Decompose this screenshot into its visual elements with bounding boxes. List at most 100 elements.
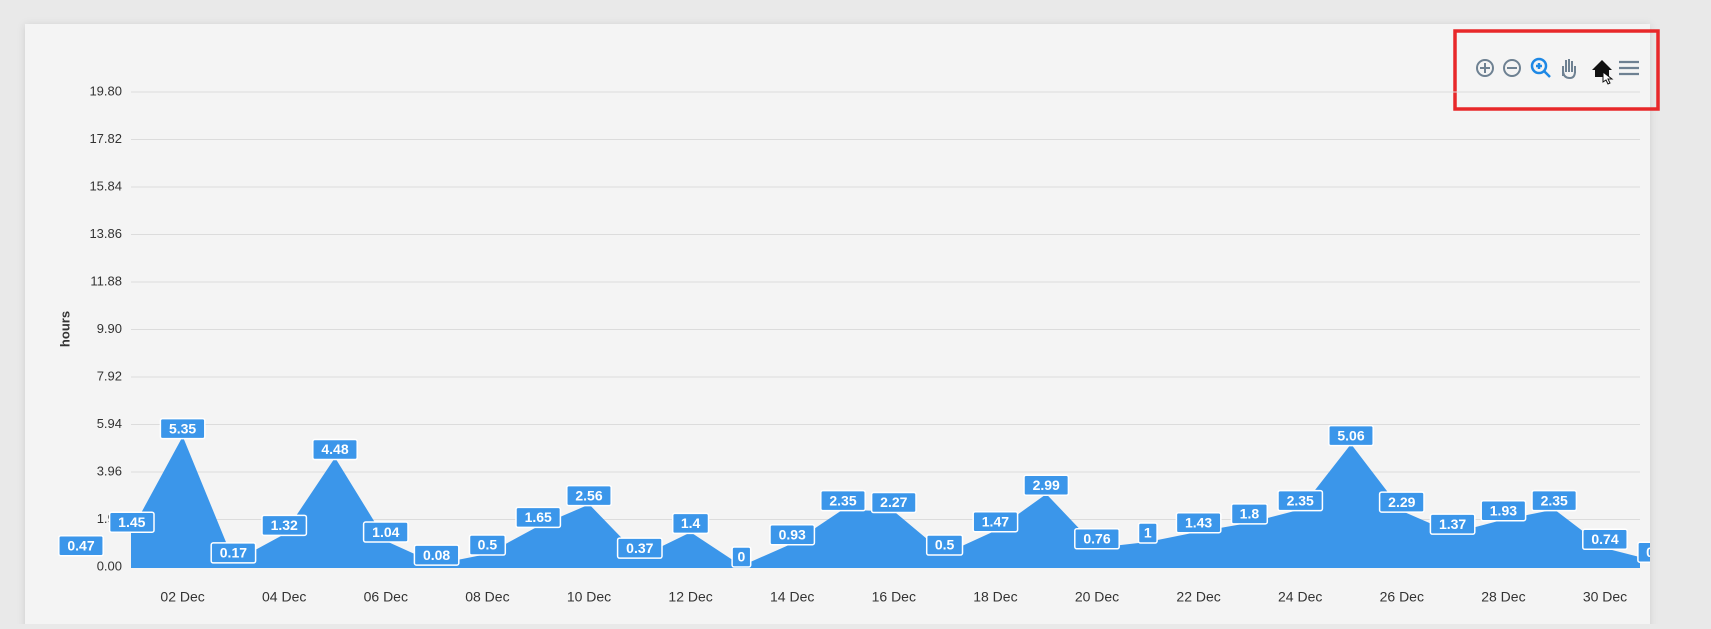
x-tick-label: 24 Dec: [1278, 589, 1322, 605]
data-label-box: [159, 417, 206, 440]
data-label: 0.74: [1582, 528, 1628, 550]
data-label-text: 1.45: [118, 514, 145, 530]
data-label-box: [1582, 528, 1628, 550]
y-tick-label: 11.88: [90, 273, 122, 288]
data-label-box: [616, 537, 663, 559]
data-label: 0.47: [58, 534, 104, 557]
data-label-text: 2.35: [1287, 492, 1314, 508]
data-label-box: [1637, 541, 1650, 563]
data-label: 4.48: [312, 438, 358, 461]
data-label-box: [1531, 489, 1578, 512]
data-label-text: 0.47: [67, 537, 94, 553]
data-label: 2.35: [1531, 489, 1578, 512]
data-label-box: [1378, 491, 1425, 513]
y-axis-title: hours: [57, 311, 72, 347]
x-tick-label: 22 Dec: [1176, 589, 1220, 605]
data-label-box: [1074, 528, 1120, 550]
data-label-box: [731, 546, 752, 568]
data-label: 1.32: [261, 514, 308, 537]
data-label-box: [769, 523, 816, 546]
reset-button[interactable]: [1592, 60, 1614, 85]
zoom-in-button[interactable]: [1476, 59, 1494, 77]
data-label: 2.35: [1277, 489, 1324, 512]
data-label-text: 1.04: [372, 524, 399, 540]
data-label: 0.76: [1074, 528, 1120, 550]
data-label-box: [108, 511, 155, 533]
x-tick-label: 26 Dec: [1380, 589, 1424, 605]
y-tick-label: 5.94: [97, 416, 122, 431]
x-tick-label: 08 Dec: [465, 589, 509, 605]
data-label-text: 0.08: [423, 547, 450, 563]
data-label-box: [1429, 513, 1476, 535]
data-label-text: 2.35: [829, 492, 856, 508]
x-tick-label: 30 Dec: [1583, 589, 1627, 605]
data-label-box: [58, 534, 104, 557]
data-label-box: [1175, 511, 1222, 534]
data-label-text: 0: [738, 549, 746, 565]
data-label: 0.17: [210, 542, 257, 564]
data-label-text: 2.35: [1541, 492, 1568, 508]
data-label: 1.45: [108, 511, 155, 533]
data-label-text: 0.5: [478, 537, 498, 553]
data-label-text: 1.32: [271, 517, 298, 533]
x-tick-label: 16 Dec: [872, 589, 916, 605]
x-tick-label: 10 Dec: [567, 589, 611, 605]
y-tick-label: 19.80: [89, 83, 122, 98]
data-label: 0.5: [925, 534, 964, 556]
data-label: 1.43: [1175, 511, 1222, 534]
zoom-out-button[interactable]: [1503, 59, 1521, 77]
data-label-text: 0.5: [935, 537, 955, 553]
data-label-text: 2.56: [575, 487, 602, 503]
menu-button[interactable]: [1619, 60, 1639, 76]
data-label: 1: [1137, 522, 1158, 544]
data-label: 2.99: [1023, 474, 1070, 497]
pan-button[interactable]: [1562, 59, 1576, 80]
data-label-text: 1.93: [1490, 502, 1517, 518]
data-label-box: [1480, 499, 1527, 522]
data-label-box: [468, 534, 507, 556]
data-label: 0.08: [413, 544, 460, 566]
data-label-text: 0.93: [779, 526, 806, 542]
y-tick-label: 3.96: [97, 463, 122, 478]
x-tick-label: 02 Dec: [160, 589, 204, 605]
x-tick-label: 14 Dec: [770, 589, 814, 605]
data-label: 5.35: [159, 417, 206, 440]
y-tick-label: 17.82: [89, 131, 122, 146]
x-tick-label: 18 Dec: [973, 589, 1017, 605]
data-label-text: 1.8: [1240, 506, 1260, 522]
data-label-text: 2.27: [880, 494, 907, 510]
data-label-box: [413, 544, 460, 566]
data-label: 1.8: [1230, 503, 1269, 525]
data-label-text: 1: [1144, 525, 1152, 541]
y-tick-label: 0.00: [97, 558, 122, 573]
data-label-box: [1023, 474, 1070, 497]
toolbar: [1476, 57, 1639, 85]
data-label-box: [566, 484, 612, 507]
y-tick-label: 13.86: [89, 226, 122, 241]
data-label-text: 4.48: [321, 441, 348, 457]
data-label: 0.37: [616, 537, 663, 559]
data-label-box: [210, 542, 257, 564]
data-label: 1.65: [515, 506, 562, 529]
y-tick-label: 7.92: [97, 368, 122, 383]
data-label-text: 0.17: [220, 545, 247, 561]
data-label-box: [261, 514, 308, 537]
data-label: 2.56: [566, 484, 612, 507]
data-label-box: [972, 510, 1019, 533]
data-label: 1.37: [1429, 513, 1476, 535]
y-tick-label: 15.84: [89, 178, 122, 193]
data-label-box: [515, 506, 562, 529]
data-label-text: 1.4: [681, 515, 701, 531]
data-label-box: [1137, 522, 1158, 544]
data-label: 5.06: [1328, 424, 1374, 447]
data-label: 0.93: [769, 523, 816, 546]
data-label: 1.47: [972, 510, 1019, 533]
y-tick-label: 9.90: [97, 321, 122, 336]
data-label-text: 1.65: [525, 509, 552, 525]
selection-zoom-button[interactable]: [1530, 57, 1551, 78]
x-tick-label: 06 Dec: [364, 589, 408, 605]
data-label: 2.35: [820, 489, 866, 512]
data-label-text: 1.37: [1439, 516, 1466, 532]
data-label-box: [1277, 489, 1324, 512]
data-label-box: [1328, 424, 1374, 447]
